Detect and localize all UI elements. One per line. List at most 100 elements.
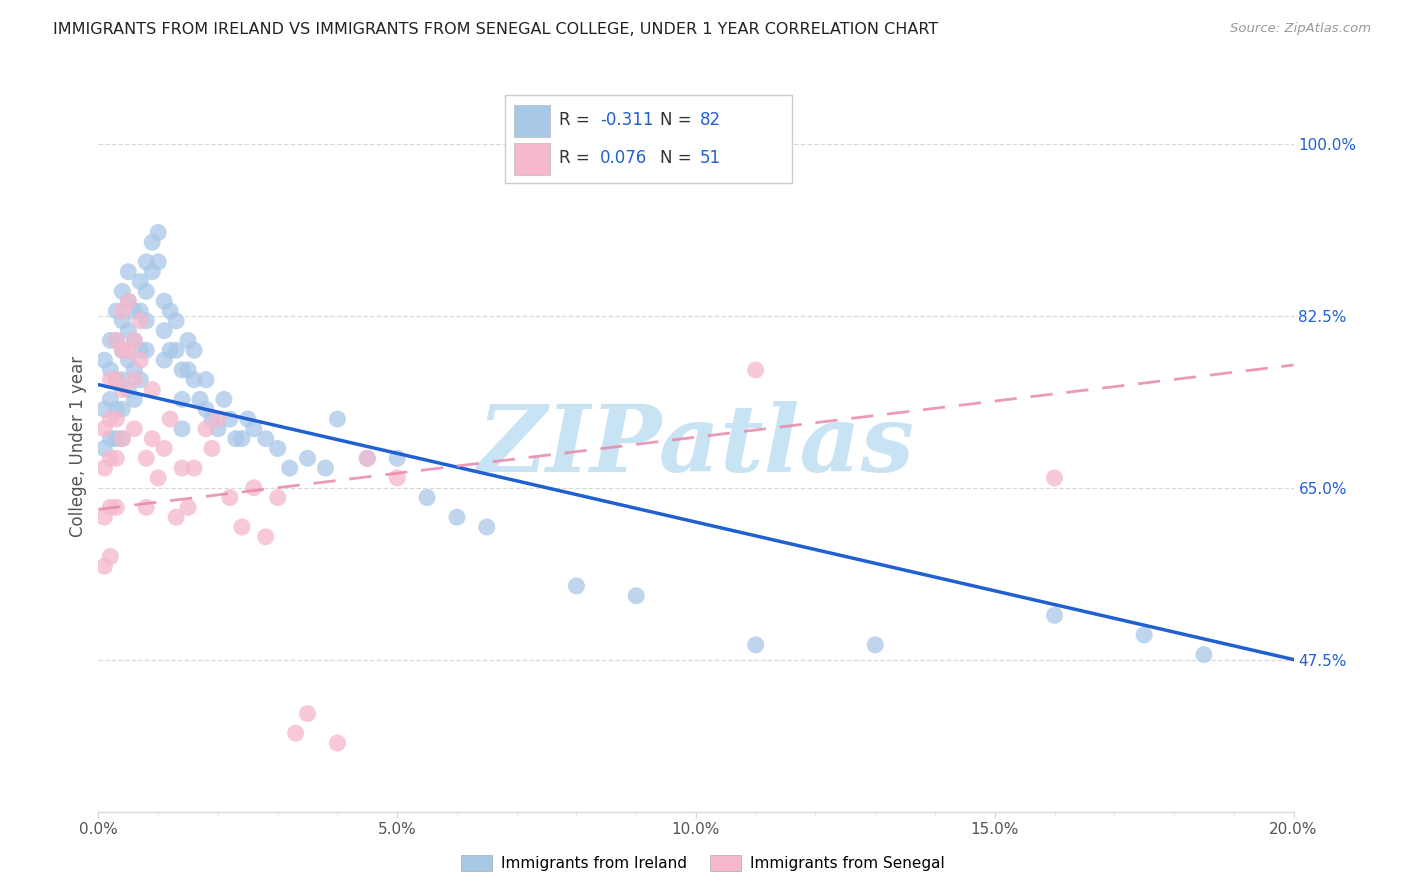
Point (129, 304, 152, 318)
Text: Source: ZipAtlas.com: Source: ZipAtlas.com (1230, 22, 1371, 36)
Point (111, 304, 134, 318)
Point (231, 432, 253, 446)
Text: -0.311: -0.311 (600, 111, 654, 128)
Point (141, 432, 163, 446)
Point (315, 461, 337, 475)
Point (98, 500, 122, 515)
FancyBboxPatch shape (515, 105, 550, 137)
Point (111, 373, 134, 387)
Point (135, 500, 157, 515)
Point (177, 334, 200, 348)
Point (93, 422, 115, 436)
Point (124, 334, 146, 348)
Point (326, 412, 349, 426)
Point (93, 510, 115, 524)
Point (111, 432, 134, 446)
Point (565, 579, 588, 593)
Point (159, 343, 181, 358)
Point (93, 353, 115, 368)
Point (219, 491, 242, 505)
FancyBboxPatch shape (515, 144, 550, 176)
Point (148, 471, 170, 485)
Point (117, 353, 139, 368)
Point (195, 402, 218, 417)
Point (111, 314, 134, 328)
Point (135, 314, 157, 328)
Point (385, 451, 409, 466)
Point (105, 451, 128, 466)
Point (207, 422, 229, 436)
Point (117, 294, 139, 309)
Point (98, 451, 122, 466)
Point (1043, 471, 1066, 485)
Point (93, 442, 115, 456)
Point (284, 726, 307, 740)
Point (98, 363, 122, 377)
Text: 0.076: 0.076 (600, 149, 648, 167)
Point (105, 373, 128, 387)
Point (1192, 648, 1215, 662)
Point (117, 343, 139, 358)
Point (124, 334, 146, 348)
Point (745, 363, 768, 377)
Point (183, 373, 205, 387)
Point (124, 422, 146, 436)
Point (177, 363, 200, 377)
Point (129, 353, 152, 368)
Text: R =: R = (558, 149, 595, 167)
Point (195, 373, 218, 387)
Point (129, 275, 152, 289)
Point (153, 353, 176, 368)
Text: 82: 82 (700, 111, 721, 128)
Point (105, 304, 128, 318)
Point (98, 549, 122, 564)
Text: R =: R = (558, 111, 595, 128)
Point (117, 324, 139, 338)
Point (141, 383, 163, 397)
Point (98, 373, 122, 387)
Point (297, 706, 319, 721)
Point (278, 461, 301, 475)
Point (129, 343, 152, 358)
Point (159, 412, 181, 426)
Text: 51: 51 (700, 149, 721, 167)
Point (129, 373, 152, 387)
Point (1043, 608, 1066, 623)
Point (117, 294, 139, 309)
Point (326, 736, 349, 750)
Point (225, 432, 247, 446)
Point (124, 304, 146, 318)
Point (111, 343, 134, 358)
Point (105, 412, 128, 426)
Point (385, 471, 409, 485)
Point (93, 402, 115, 417)
Text: N =: N = (661, 111, 697, 128)
Point (135, 255, 157, 269)
Point (124, 392, 146, 407)
Point (117, 383, 139, 397)
Point (212, 392, 235, 407)
Point (153, 294, 176, 309)
Point (165, 343, 187, 358)
Point (243, 422, 266, 436)
Point (219, 412, 242, 426)
Point (172, 422, 194, 436)
Point (98, 334, 122, 348)
Point (135, 343, 157, 358)
Legend: Immigrants from Ireland, Immigrants from Senegal: Immigrants from Ireland, Immigrants from… (456, 849, 950, 877)
Point (243, 481, 266, 495)
Y-axis label: College, Under 1 year: College, Under 1 year (69, 355, 87, 537)
Point (141, 235, 163, 250)
Text: N =: N = (661, 149, 697, 167)
Point (111, 432, 134, 446)
Point (98, 412, 122, 426)
Text: ZIPatlas: ZIPatlas (478, 401, 914, 491)
Point (172, 461, 194, 475)
FancyBboxPatch shape (505, 95, 792, 183)
Point (148, 226, 170, 240)
Text: IMMIGRANTS FROM IRELAND VS IMMIGRANTS FROM SENEGAL COLLEGE, UNDER 1 YEAR CORRELA: IMMIGRANTS FROM IRELAND VS IMMIGRANTS FR… (53, 22, 939, 37)
Point (111, 383, 134, 397)
Point (183, 461, 205, 475)
Point (177, 500, 200, 515)
Point (105, 334, 128, 348)
